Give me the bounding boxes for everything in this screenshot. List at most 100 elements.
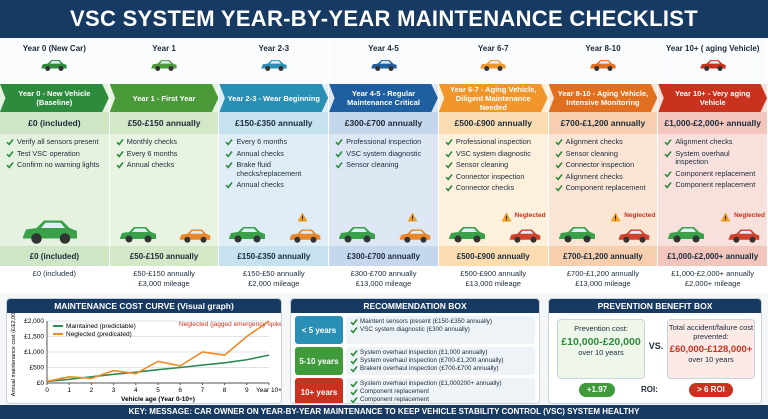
recommendation-items: System overhaul inspection (£1,000200+ a… [346,378,535,403]
car-wheel [692,235,700,243]
car-window [629,230,643,234]
check-icon [335,162,343,169]
car-window [300,230,314,234]
warning-dot [725,219,727,221]
annotation: Neglected (jagged emergency spikes) [179,321,282,328]
car-window [409,230,424,234]
check-mark [350,350,358,357]
bottom-cost: £700-£1,200 annually [548,246,658,266]
illustration: Neglected [549,210,658,246]
car-wheel [703,66,709,71]
car-window [519,230,534,234]
check-mark [445,139,453,146]
check-icon [445,162,453,169]
neglected-label: Neglected [514,212,546,219]
checklist-item: Annual checks [225,148,324,159]
car-wheel [530,236,537,243]
year-label: Year 4-5 [368,44,399,53]
stage-banner: Year 6-7 - Aging Vehicle, Diligent Maint… [438,84,548,112]
checklist-item: Component replacement [664,169,763,179]
car-wheel [125,235,133,243]
neglected-label: Neglected [733,212,766,219]
column-header: Year 0 (New Car) [0,38,109,84]
car-window [379,61,391,64]
check-icon [555,150,563,158]
warning-bar [411,215,413,219]
check-mark [350,389,358,396]
car-wheel [310,236,317,243]
car-wheel [31,233,42,244]
car-window [738,230,753,234]
item-text: Alignment checks [565,137,623,146]
item-text: Every 6 months [126,148,178,158]
check-icon [6,150,14,158]
recommendation-rows: < 5 years Maintent sensors present (£150-… [291,316,539,403]
year-label: Year 2-3 [258,44,290,53]
check-mark [445,173,453,181]
item-text: Verify all sensors present [17,137,99,146]
item-text: Connector inspection [565,160,635,169]
item-text: Sensor cleaning [455,160,509,169]
check-mark [350,327,358,334]
illustration [219,210,328,246]
item-text: Confirm no warning lights [17,160,100,169]
year-label: Year 6-7 [477,44,509,53]
car-wheel [253,235,261,243]
cost: £700-£1,200 annually [548,112,658,134]
item-text: Annual checks [236,180,284,189]
check-mark [335,162,343,169]
roi-label: ROI: [641,385,658,394]
item-text: Annual checks [236,148,284,158]
cost: £1,000-£2,000+ annually [658,112,768,134]
recommendation-item: System overhaul inspection (£1,000200+ a… [350,380,531,388]
bottom-cost: £500-£900 annually [438,246,548,266]
car-window [570,228,587,232]
car-wheel [749,236,756,243]
car-window [269,61,281,64]
checklist-item: System overhaul inspection [664,149,763,167]
check-mark [664,170,672,178]
item-text: VSC system diagnostic (£300 annually) [360,326,470,334]
cost: £300-£700 annually [329,112,438,134]
y-axis-label: Annual maintenance cost (£/£2,000) [11,313,17,396]
check-icon [225,162,234,169]
column-header: Year 1 [109,38,219,84]
value: £60,000-£128,000+ [669,344,753,355]
check-icon [350,381,358,388]
item-text: Connector inspection [455,171,525,181]
recommendation-item: Maintent sensors present (£150-£350 annu… [350,318,531,326]
warning-dot [505,219,507,221]
column: Year 6-7 Year 6-7 - Aging Vehicle, Dilige… [438,38,549,294]
car-icon [41,60,67,71]
check-mark [445,162,453,169]
checklist: Professional inspection VSC system diagno… [439,134,548,210]
cost: £50-£150 annually [109,112,219,134]
car-wheel [344,235,352,243]
summary: £0 (included) [0,266,109,294]
check-icon [350,358,358,365]
x-axis-label: Vehicle age (Year 0-10+) [121,396,195,403]
stage-banner: Year 8-10 - Aging Vehicle, Intensive Mon… [548,84,658,112]
note: over 10 years [688,355,734,364]
check-icon [350,319,358,326]
legend-label: Neglected (predicated) [66,331,132,338]
recommendation-title: RECOMMENDATION BOX [291,299,539,313]
prevention-title: PREVENTION BENEFIT BOX [549,299,761,313]
checklist-item: Annual checks [225,180,324,190]
recommendation-row: 10+ years System overhaul inspection (£1,… [295,378,535,403]
stage-banner: Year 4-5 - Regular Maintenance Critical [329,84,438,112]
recommendation-items: System overhaul inspection (£1,000 annua… [346,347,535,375]
check-icon [350,397,358,403]
check-icon [116,139,124,146]
check-icon [225,139,234,146]
cost: £500-£900 annually [438,112,548,134]
car-wheel [155,66,161,71]
car-icon [619,229,650,243]
car-wheel [564,235,572,243]
column-header: Year 2-3 [219,38,329,84]
car-window [680,228,697,232]
check-icon [335,150,343,158]
check-mark [555,185,563,192]
checklist-item: Connector inspection [555,160,654,170]
car-wheel [404,236,411,243]
